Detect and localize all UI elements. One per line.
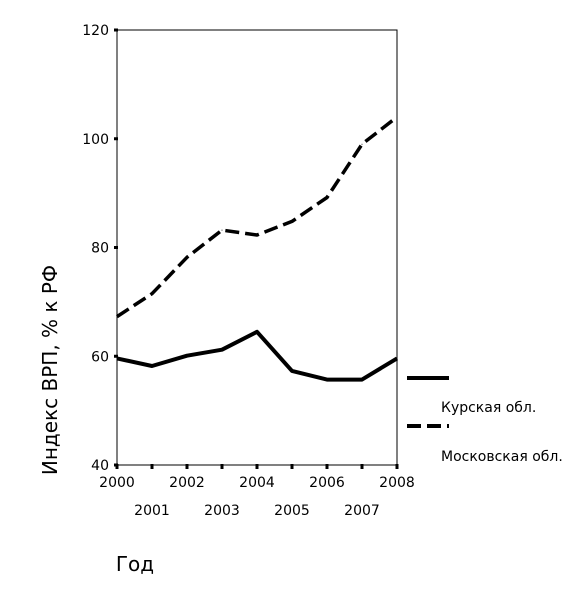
data-point <box>116 357 118 359</box>
y-tick-label: 80 <box>91 241 109 257</box>
data-point <box>186 355 188 357</box>
x-tick-label: 2004 <box>239 475 275 491</box>
plot-border <box>116 29 398 466</box>
data-point <box>396 116 398 118</box>
x-axis-title: Год <box>116 552 154 576</box>
x-axis: 2000 2001 2002 2003 2004 2005 2006 2007 2008 <box>99 464 415 519</box>
y-tick-label: 100 <box>82 132 109 148</box>
series-line-1 <box>116 329 399 382</box>
data-point <box>396 357 398 359</box>
legend-label-1: Курская обл. <box>441 400 536 416</box>
y-axis-title: Индекс ВРП, % к РФ <box>38 265 62 475</box>
plot-frame <box>116 29 398 466</box>
x-tick-label: 2008 <box>379 475 415 491</box>
x-tick-label: 2001 <box>134 503 170 519</box>
x-tick-label: 2005 <box>274 503 310 519</box>
series-line-2 <box>116 115 399 319</box>
legend: Курская обл. Московская обл. <box>407 376 563 465</box>
data-point <box>326 379 328 381</box>
data-point <box>116 316 118 318</box>
data-point <box>151 365 153 367</box>
legend-label-2: Московская обл. <box>441 449 563 465</box>
series-layer <box>116 115 399 382</box>
data-point <box>291 370 293 372</box>
x-tick-label: 2006 <box>309 475 345 491</box>
data-point <box>291 220 293 222</box>
data-point <box>326 196 328 198</box>
y-tick-label: 60 <box>91 349 109 365</box>
data-point <box>361 379 363 381</box>
y-tick-label: 40 <box>91 458 109 474</box>
y-axis: 40 60 80 100 120 <box>82 23 118 474</box>
x-tick-label: 2003 <box>204 503 240 519</box>
data-point <box>256 234 258 236</box>
x-tick-label: 2000 <box>99 475 135 491</box>
data-point <box>256 331 258 333</box>
data-point <box>151 293 153 295</box>
x-tick-label: 2007 <box>344 503 380 519</box>
data-point <box>221 229 223 231</box>
data-point <box>186 256 188 258</box>
x-tick-label: 2002 <box>169 475 205 491</box>
data-point <box>361 143 363 145</box>
y-tick-label: 120 <box>82 23 109 39</box>
data-point <box>221 349 223 351</box>
